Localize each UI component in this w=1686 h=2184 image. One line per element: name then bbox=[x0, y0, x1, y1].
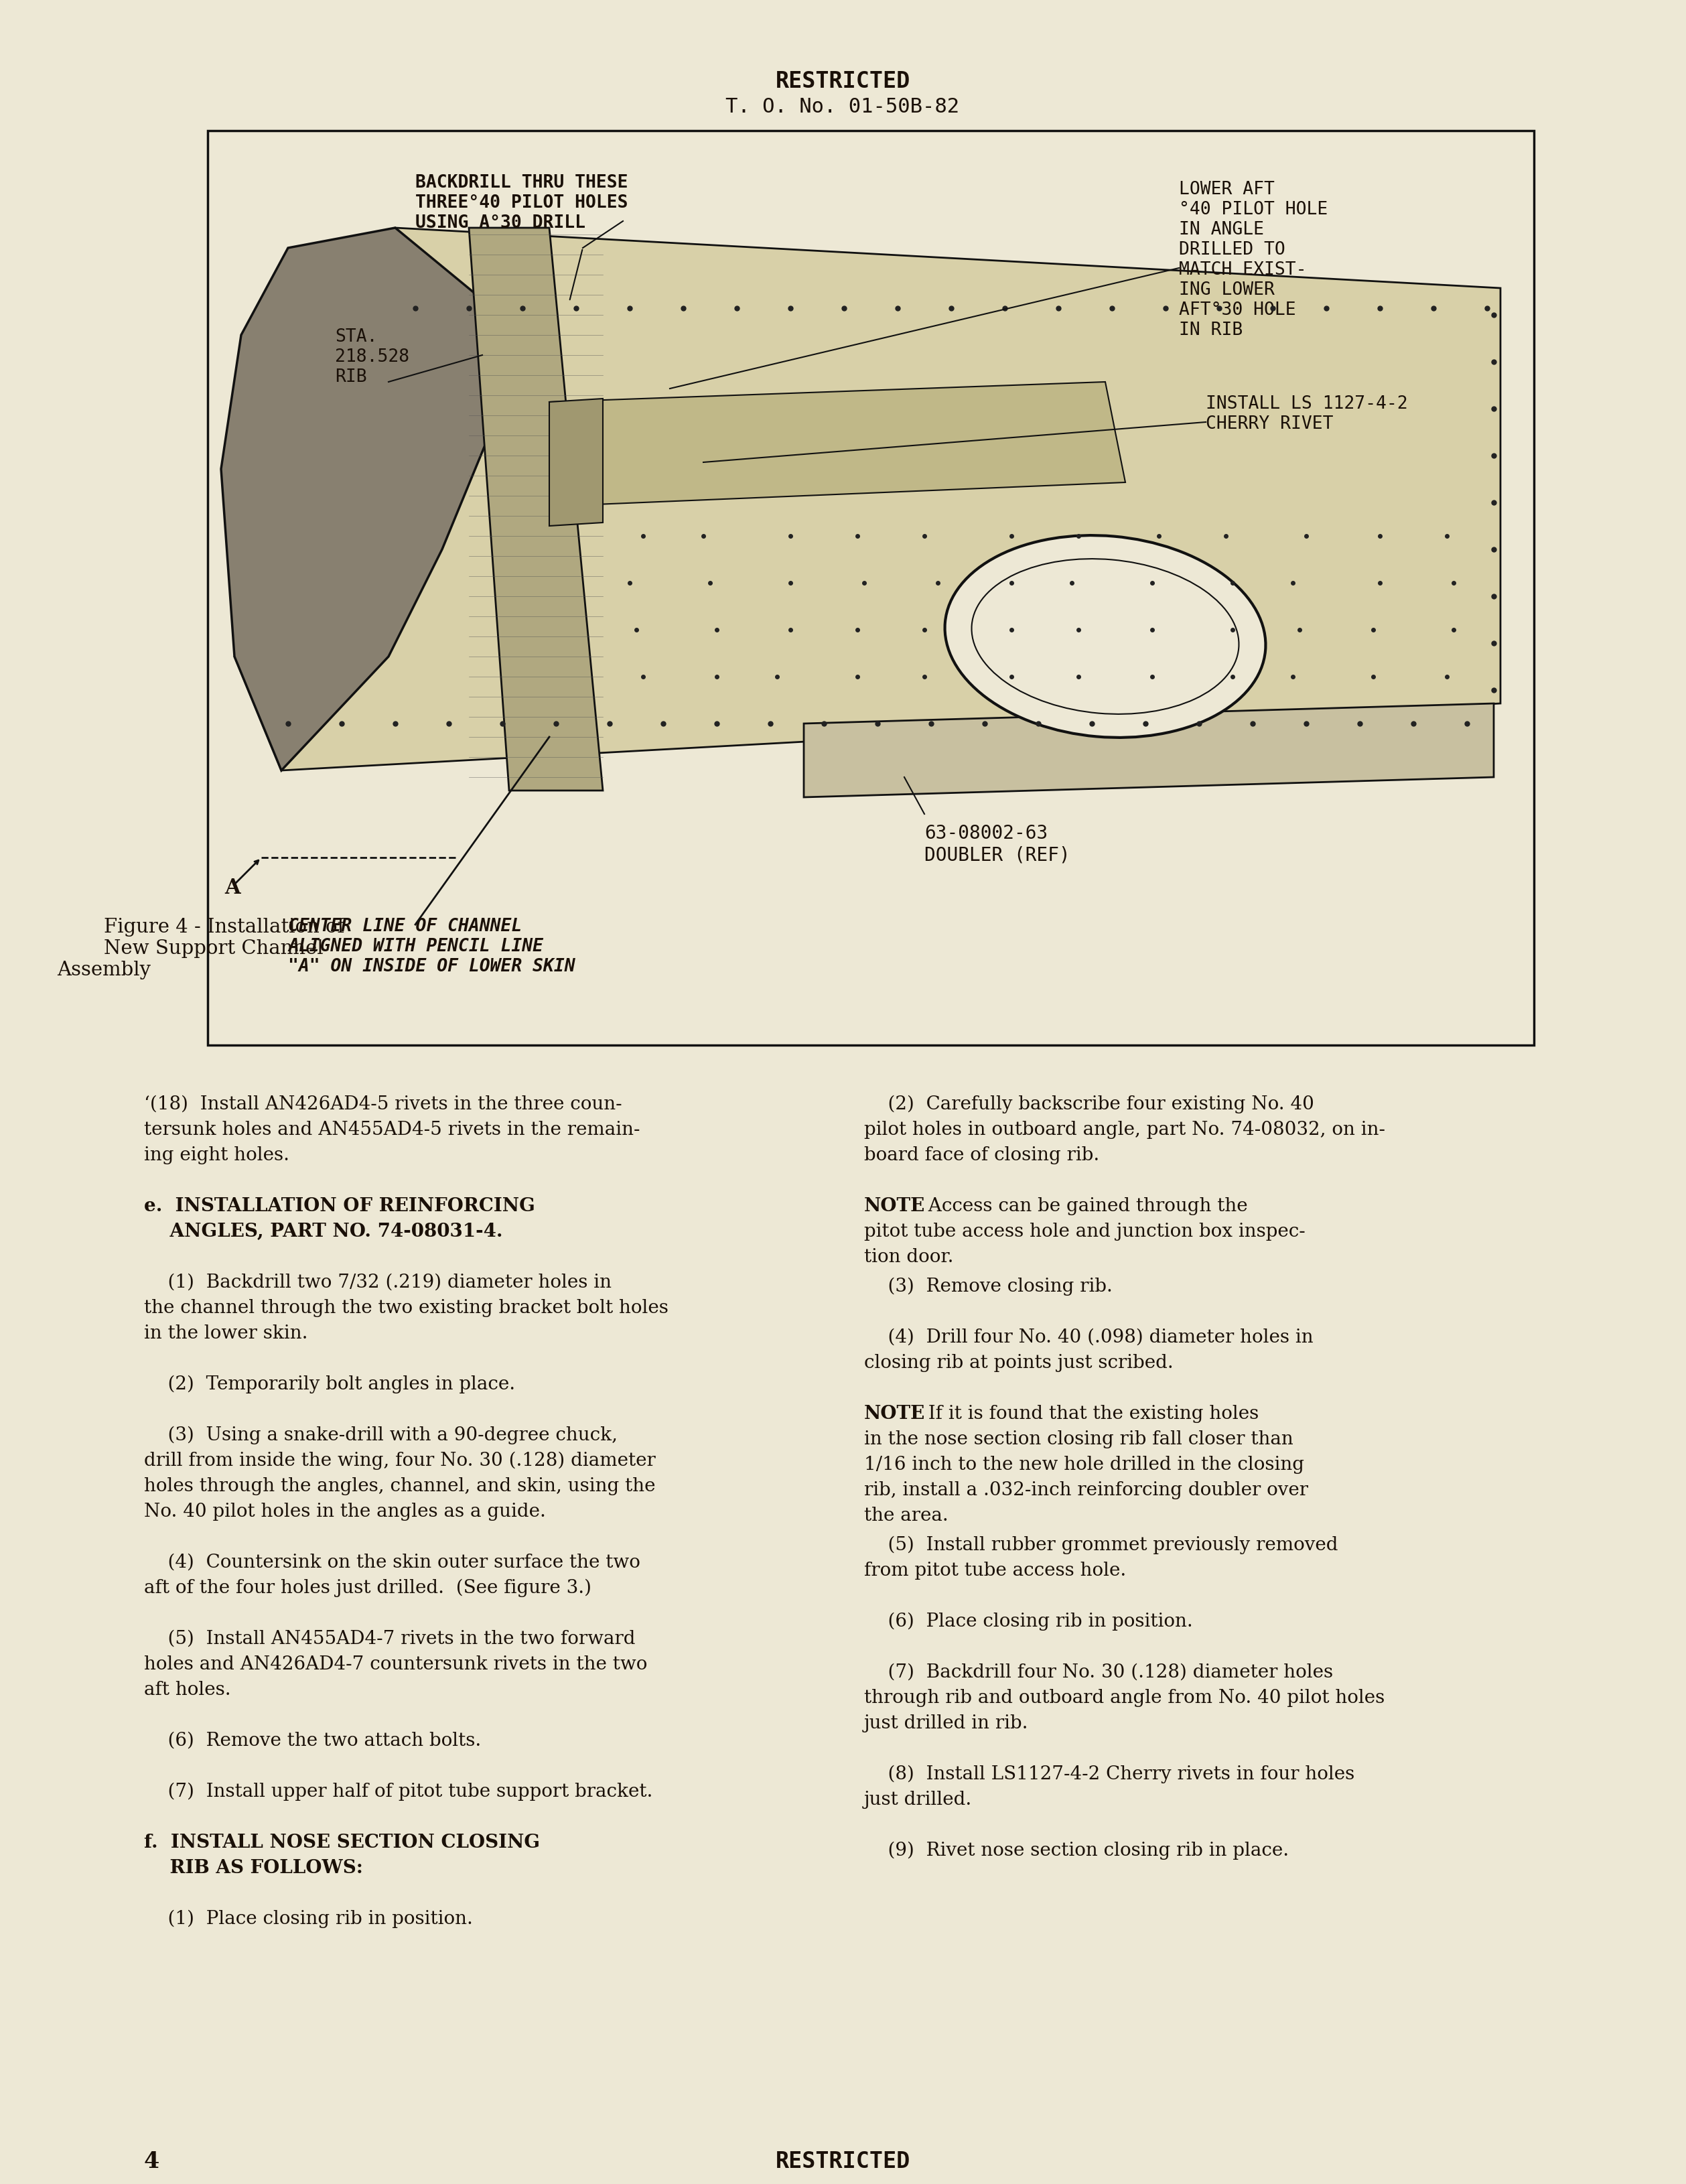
Text: (3)  Remove closing rib.: (3) Remove closing rib. bbox=[865, 1278, 1113, 1295]
Text: Figure 4 - Installation of: Figure 4 - Installation of bbox=[105, 917, 344, 937]
Text: just drilled.: just drilled. bbox=[865, 1791, 973, 1808]
Text: drill from inside the wing, four No. 30 (.128) diameter: drill from inside the wing, four No. 30 … bbox=[143, 1452, 656, 1470]
Text: (7)  Install upper half of pitot tube support bracket.: (7) Install upper half of pitot tube sup… bbox=[143, 1782, 652, 1802]
Text: (1)  Place closing rib in position.: (1) Place closing rib in position. bbox=[143, 1911, 472, 1928]
Text: If it is found that the existing holes: If it is found that the existing holes bbox=[917, 1404, 1259, 1424]
Text: ANGLES, PART NO. 74-08031-4.: ANGLES, PART NO. 74-08031-4. bbox=[143, 1223, 502, 1241]
Text: through rib and outboard angle from No. 40 pilot holes: through rib and outboard angle from No. … bbox=[865, 1688, 1384, 1708]
Text: STA.
218.528
RIB: STA. 218.528 RIB bbox=[336, 328, 410, 387]
Bar bbox=[207, 131, 1534, 1046]
Ellipse shape bbox=[971, 559, 1239, 714]
Text: just drilled in rib.: just drilled in rib. bbox=[865, 1714, 1028, 1732]
Text: LOWER AFT
°40 PILOT HOLE
IN ANGLE
DRILLED TO
MATCH EXIST-
ING LOWER
AFT°30 HOLE
: LOWER AFT °40 PILOT HOLE IN ANGLE DRILLE… bbox=[1179, 181, 1329, 339]
Text: T. O. No. 01-50B-82: T. O. No. 01-50B-82 bbox=[725, 96, 959, 116]
Polygon shape bbox=[804, 703, 1494, 797]
Text: board face of closing rib.: board face of closing rib. bbox=[865, 1147, 1099, 1164]
Text: pitot tube access hole and junction box inspec-: pitot tube access hole and junction box … bbox=[865, 1223, 1305, 1241]
Text: 4: 4 bbox=[143, 2151, 160, 2173]
Text: aft of the four holes just drilled.  (See figure 3.): aft of the four holes just drilled. (See… bbox=[143, 1579, 592, 1597]
Text: the area.: the area. bbox=[865, 1507, 948, 1524]
Text: rib, install a .032-inch reinforcing doubler over: rib, install a .032-inch reinforcing dou… bbox=[865, 1481, 1308, 1500]
Text: (6)  Remove the two attach bolts.: (6) Remove the two attach bolts. bbox=[143, 1732, 481, 1749]
Text: RIB AS FOLLOWS:: RIB AS FOLLOWS: bbox=[143, 1859, 362, 1878]
Text: tersunk holes and AN455AD4-5 rivets in the remain-: tersunk holes and AN455AD4-5 rivets in t… bbox=[143, 1120, 641, 1138]
Text: RESTRICTED: RESTRICTED bbox=[776, 2151, 910, 2173]
Text: (7)  Backdrill four No. 30 (.128) diameter holes: (7) Backdrill four No. 30 (.128) diamete… bbox=[865, 1664, 1334, 1682]
Text: (1)  Backdrill two 7/32 (.219) diameter holes in: (1) Backdrill two 7/32 (.219) diameter h… bbox=[143, 1273, 612, 1291]
Text: (4)  Drill four No. 40 (.098) diameter holes in: (4) Drill four No. 40 (.098) diameter ho… bbox=[865, 1328, 1313, 1348]
Text: 1/16 inch to the new hole drilled in the closing: 1/16 inch to the new hole drilled in the… bbox=[865, 1457, 1305, 1474]
Text: (4)  Countersink on the skin outer surface the two: (4) Countersink on the skin outer surfac… bbox=[143, 1553, 641, 1572]
Text: BACKDRILL THRU THESE
THREE°40 PILOT HOLES
USING A°30 DRILL: BACKDRILL THRU THESE THREE°40 PILOT HOLE… bbox=[415, 175, 627, 232]
Text: ‘(18)  Install AN426AD4-5 rivets in the three coun-: ‘(18) Install AN426AD4-5 rivets in the t… bbox=[143, 1096, 622, 1114]
Text: Access can be gained through the: Access can be gained through the bbox=[917, 1197, 1248, 1214]
Text: ing eight holes.: ing eight holes. bbox=[143, 1147, 290, 1164]
Polygon shape bbox=[234, 227, 1501, 771]
Text: f.  INSTALL NOSE SECTION CLOSING: f. INSTALL NOSE SECTION CLOSING bbox=[143, 1835, 540, 1852]
Text: (3)  Using a snake-drill with a 90-degree chuck,: (3) Using a snake-drill with a 90-degree… bbox=[143, 1426, 617, 1444]
Text: in the nose section closing rib fall closer than: in the nose section closing rib fall clo… bbox=[865, 1431, 1293, 1448]
Text: from pitot tube access hole.: from pitot tube access hole. bbox=[865, 1562, 1126, 1579]
Text: tion door.: tion door. bbox=[865, 1247, 954, 1267]
Text: (2)  Temporarily bolt angles in place.: (2) Temporarily bolt angles in place. bbox=[143, 1376, 516, 1393]
Text: No. 40 pilot holes in the angles as a guide.: No. 40 pilot holes in the angles as a gu… bbox=[143, 1503, 546, 1520]
Text: in the lower skin.: in the lower skin. bbox=[143, 1324, 309, 1343]
Text: e.  INSTALLATION OF REINFORCING: e. INSTALLATION OF REINFORCING bbox=[143, 1197, 534, 1214]
Text: (2)  Carefully backscribe four existing No. 40: (2) Carefully backscribe four existing N… bbox=[865, 1096, 1313, 1114]
Text: pilot holes in outboard angle, part No. 74-08032, on in-: pilot holes in outboard angle, part No. … bbox=[865, 1120, 1386, 1138]
Polygon shape bbox=[550, 400, 604, 526]
Text: closing rib at points just scribed.: closing rib at points just scribed. bbox=[865, 1354, 1173, 1372]
Text: Assembly: Assembly bbox=[57, 961, 150, 978]
Text: 63-08002-63
DOUBLER (REF): 63-08002-63 DOUBLER (REF) bbox=[924, 823, 1071, 865]
Text: (8)  Install LS1127-4-2 Cherry rivets in four holes: (8) Install LS1127-4-2 Cherry rivets in … bbox=[865, 1765, 1354, 1784]
Polygon shape bbox=[221, 227, 509, 771]
Text: (9)  Rivet nose section closing rib in place.: (9) Rivet nose section closing rib in pl… bbox=[865, 1841, 1288, 1861]
Text: the channel through the two existing bracket bolt holes: the channel through the two existing bra… bbox=[143, 1299, 668, 1317]
Text: holes through the angles, channel, and skin, using the: holes through the angles, channel, and s… bbox=[143, 1476, 656, 1496]
Text: CENTER LINE OF CHANNEL
ALIGNED WITH PENCIL LINE
"A" ON INSIDE OF LOWER SKIN: CENTER LINE OF CHANNEL ALIGNED WITH PENC… bbox=[288, 917, 575, 976]
Ellipse shape bbox=[944, 535, 1266, 738]
Text: (5)  Install AN455AD4-7 rivets in the two forward: (5) Install AN455AD4-7 rivets in the two… bbox=[143, 1629, 636, 1649]
Text: (6)  Place closing rib in position.: (6) Place closing rib in position. bbox=[865, 1612, 1192, 1631]
Text: aft holes.: aft holes. bbox=[143, 1682, 231, 1699]
Text: NOTE: NOTE bbox=[865, 1404, 926, 1424]
Text: New Support Channel: New Support Channel bbox=[105, 939, 324, 959]
Polygon shape bbox=[469, 227, 604, 791]
Text: NOTE: NOTE bbox=[865, 1197, 926, 1214]
Text: RESTRICTED: RESTRICTED bbox=[776, 70, 910, 92]
Text: holes and AN426AD4-7 countersunk rivets in the two: holes and AN426AD4-7 countersunk rivets … bbox=[143, 1655, 647, 1673]
Text: (5)  Install rubber grommet previously removed: (5) Install rubber grommet previously re… bbox=[865, 1535, 1339, 1555]
Polygon shape bbox=[550, 382, 1125, 507]
Text: A: A bbox=[224, 878, 239, 898]
Text: INSTALL LS 1127-4-2
CHERRY RIVET: INSTALL LS 1127-4-2 CHERRY RIVET bbox=[1205, 395, 1408, 432]
